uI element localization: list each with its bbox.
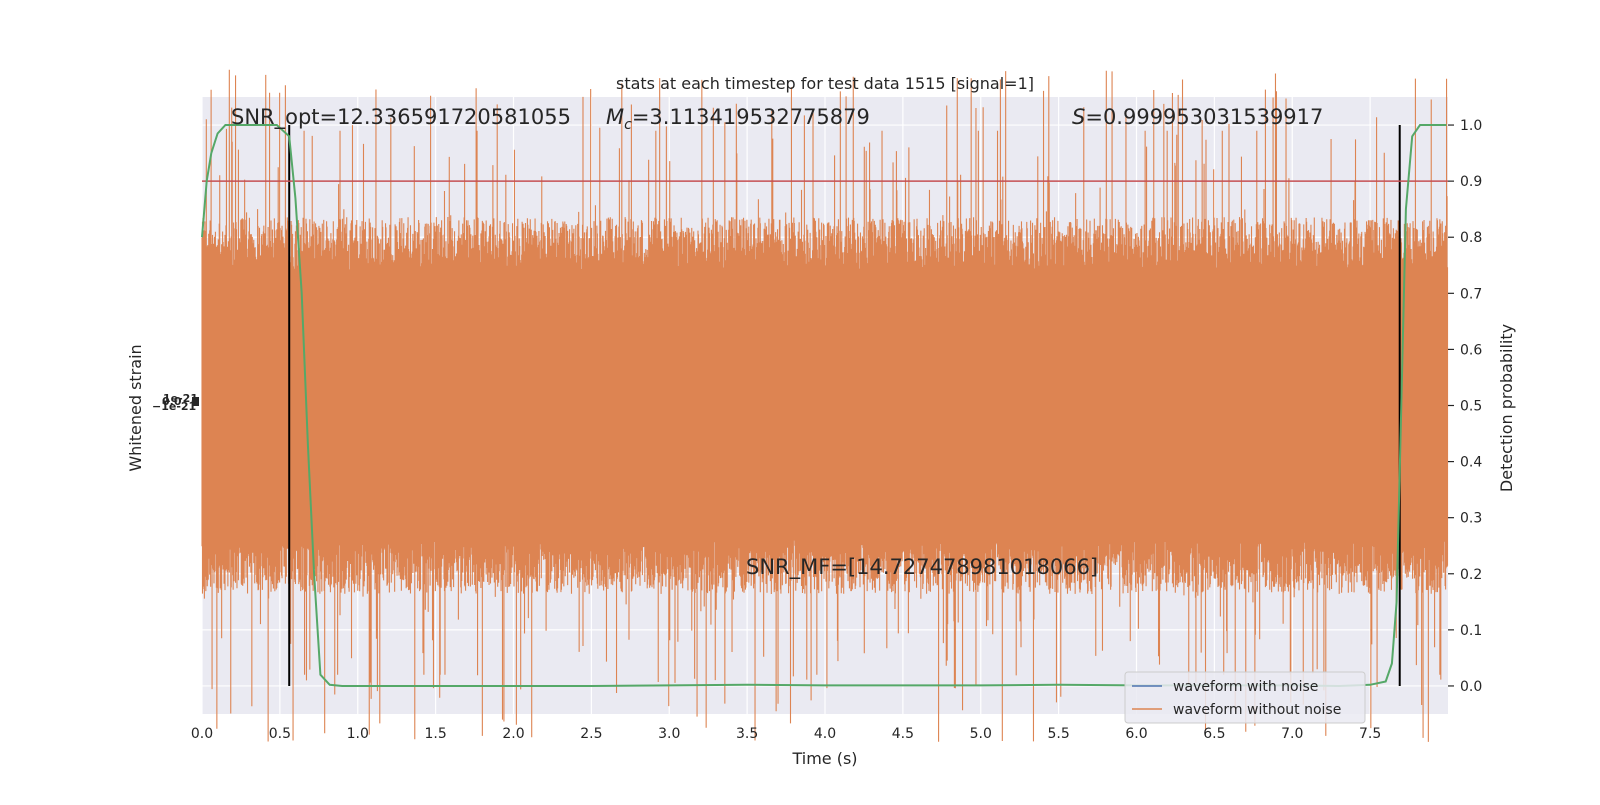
y-axis-right-ticks: 0.0 0.1 0.2 0.3 0.4 0.5 0.6 0.7 0.8 0.9 1.0	[1448, 118, 1482, 695]
x-tick-label: 5.0	[970, 726, 992, 742]
x-tick-label: 7.5	[1359, 726, 1381, 742]
x-tick-label: 7.0	[1281, 726, 1303, 742]
waveform-core-band	[202, 293, 1448, 518]
left-tick-label-zero: 0.0	[162, 395, 182, 408]
y-tick-label: 1.0	[1460, 118, 1482, 134]
x-axis-label: Time (s)	[791, 749, 857, 768]
chirp-mass-annotation: Mc=3.113419532775879	[606, 105, 870, 133]
x-tick-label: 4.0	[814, 726, 836, 742]
legend-label-with-noise: waveform with noise	[1173, 679, 1318, 695]
left-tick-label-neg: −1e-21	[152, 400, 196, 413]
x-tick-label: 0.0	[191, 726, 213, 742]
y-tick-label: 0.8	[1460, 230, 1482, 246]
legend: waveform with noise waveform without noi…	[1124, 671, 1366, 724]
x-tick-label: 2.5	[580, 726, 602, 742]
legend-label-without-noise: waveform without noise	[1173, 702, 1341, 718]
legend-box	[1124, 671, 1366, 724]
score-annotation: S=0.999953031539917	[1072, 105, 1323, 129]
y-tick-label: 0.2	[1460, 567, 1482, 583]
y-tick-label: 0.4	[1460, 455, 1482, 471]
y-tick-label: 0.5	[1460, 399, 1482, 415]
x-tick-label: 1.0	[347, 726, 369, 742]
y-tick-label: 0.9	[1460, 174, 1482, 190]
y-tick-label: 0.1	[1460, 623, 1482, 639]
x-axis-ticks: 0.0 0.5 1.0 1.5 2.0 2.5 3.0 3.5 4.0 4.5 5.0 5.5 6.0 6…	[191, 726, 1381, 742]
x-tick-label: 4.5	[892, 726, 914, 742]
y-tick-label: 0.7	[1460, 286, 1482, 302]
x-tick-label: 5.5	[1047, 726, 1069, 742]
y-tick-label: 0.6	[1460, 342, 1482, 358]
snr-opt-annotation: SNR_opt=12.336591720581055	[231, 105, 571, 130]
waveform-without-noise-series	[201, 69, 1449, 742]
x-tick-label: 0.5	[269, 726, 291, 742]
y-tick-label: 0.3	[1460, 511, 1482, 527]
y-axis-right-label: Detection probability	[1497, 324, 1516, 492]
x-tick-label: 3.5	[736, 726, 758, 742]
x-tick-label: 6.0	[1125, 726, 1147, 742]
snr-mf-annotation: SNR_MF=[14.727478981018066]	[746, 555, 1098, 580]
left-tick-label-pos: 1e-21	[163, 392, 198, 405]
x-tick-label: 6.5	[1203, 726, 1225, 742]
left-axis-tick-labels: −1e-21 0.0 1e-21	[152, 392, 198, 413]
event-markers	[288, 125, 1401, 686]
x-tick-label: 3.0	[658, 726, 680, 742]
chart-title: stats at each timestep for test data 151…	[616, 74, 1034, 93]
left-tick-marks	[192, 397, 199, 406]
x-tick-label: 1.5	[424, 726, 446, 742]
x-tick-label: 2.0	[502, 726, 524, 742]
detection-probability-line	[201, 124, 1447, 688]
y-axis-left-label: Whitened strain	[126, 344, 145, 471]
y-tick-label: 0.0	[1460, 679, 1482, 695]
